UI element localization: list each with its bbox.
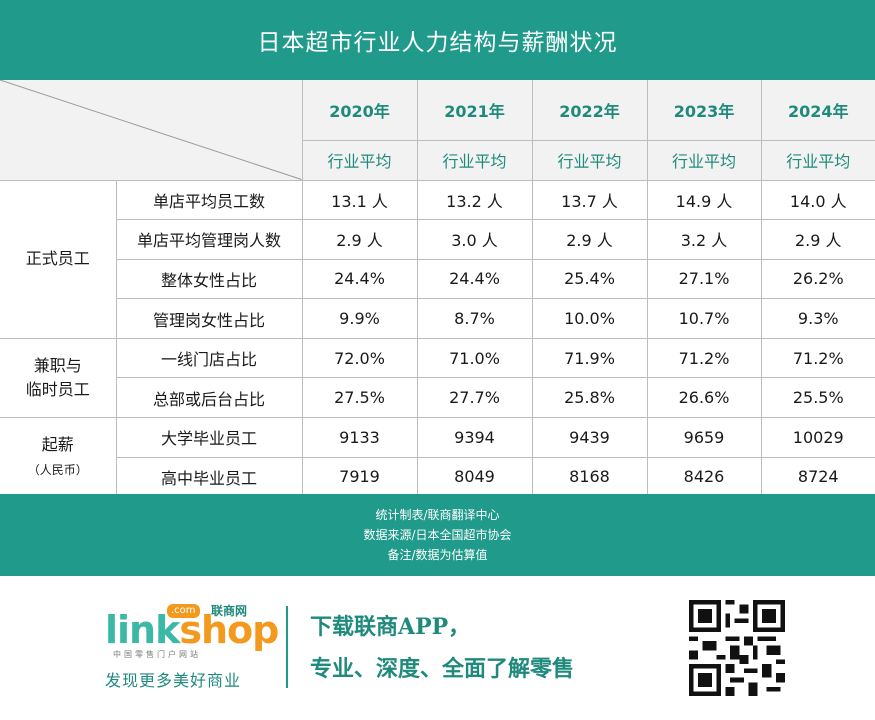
row-label: 整体女性占比: [116, 258, 303, 300]
cell: 3.0 人: [416, 219, 533, 260]
cell: 8.7%: [416, 298, 533, 339]
promo-download-line: 下载联商APP，: [310, 614, 471, 640]
year-header: 2024年: [760, 80, 875, 141]
row-label: 一线门店占比: [115, 337, 303, 379]
subheader: 行业平均: [302, 139, 418, 181]
cell: 14.0 人: [760, 179, 875, 221]
cell: 24.4%: [301, 258, 418, 300]
group-salary-unit: （人民币）: [27, 462, 88, 477]
cell: 13.2 人: [416, 179, 533, 221]
table-row: 高中毕业员工 7919 8049 8168 8426 8724: [0, 456, 875, 498]
corner-cell: [0, 80, 303, 181]
cell: 8168: [531, 456, 648, 498]
row-label: 总部或后台占比: [116, 377, 303, 419]
cell: 26.6%: [646, 377, 762, 419]
cell: 9659: [646, 417, 762, 458]
cell: 13.1 人: [301, 179, 418, 221]
cell: 71.2%: [760, 337, 875, 379]
group-parttime-line1: 兼职与: [33, 355, 82, 375]
notes-band: 统计制表/联商翻译中心 数据来源/日本全国超市协会 备注/数据为估算值: [0, 494, 875, 576]
cell: 71.9%: [531, 337, 648, 379]
note-compiler: 统计制表/联商翻译中心: [375, 508, 500, 522]
cell: 14.9 人: [646, 179, 762, 221]
logo-name: 联商网: [211, 604, 248, 618]
cell: 9394: [416, 417, 533, 458]
year-header: 2022年: [531, 80, 648, 141]
logo-com-badge: .com: [167, 604, 200, 618]
cell: 8049: [416, 456, 533, 498]
cell: 71.2%: [646, 337, 762, 379]
table-row: 总部或后台占比 27.5% 27.7% 25.8% 26.6% 25.5%: [0, 377, 875, 419]
logo-subtitle: 中国零售门户网站: [113, 650, 201, 659]
table-row: 整体女性占比 24.4% 24.4% 25.4% 27.1% 26.2%: [0, 258, 875, 300]
cell: 2.9 人: [301, 219, 418, 260]
cell: 2.9 人: [760, 219, 875, 260]
page-title: 日本超市行业人力结构与薪酬状况: [0, 0, 875, 80]
promo-tagline: 专业、深度、全面了解零售: [310, 656, 575, 682]
cell: 9133: [301, 417, 418, 458]
row-label: 管理岗女性占比: [116, 298, 303, 339]
cell: 72.0%: [301, 337, 418, 379]
year-header: 2021年: [416, 80, 533, 141]
subheader: 行业平均: [531, 139, 648, 181]
cell: 27.7%: [416, 377, 533, 419]
cell: 24.4%: [416, 258, 533, 300]
cell: 25.8%: [531, 377, 648, 419]
row-label: 高中毕业员工: [116, 456, 303, 498]
group-salary-label: 起薪: [41, 434, 74, 454]
table-row: 正式员工 单店平均员工数 13.1 人 13.2 人 13.7 人 14.9 人…: [0, 179, 875, 339]
cell: 7919: [301, 456, 418, 498]
subheader: 行业平均: [646, 139, 762, 181]
cell: 13.7 人: [531, 179, 648, 221]
group-regular: 正式员工: [0, 179, 117, 339]
cell: 27.1%: [646, 258, 762, 300]
table-row: 起薪 （人民币） 大学毕业员工 9133 9394 9439 9659 1002…: [0, 417, 875, 498]
cell: 8724: [760, 456, 875, 498]
cell: 9.3%: [760, 298, 875, 339]
diagonal-line: [0, 80, 302, 180]
cell: 27.5%: [301, 377, 418, 419]
cell: 9.9%: [301, 298, 418, 339]
group-parttime-line2: 临时员工: [25, 379, 90, 399]
qr-code-icon[interactable]: [689, 600, 785, 696]
cell: 2.9 人: [531, 219, 648, 260]
table-row: 单店平均管理岗人数 2.9 人 3.0 人 2.9 人 3.2 人 2.9 人: [0, 219, 875, 260]
row-label: 单店平均员工数: [115, 179, 303, 221]
row-label: 单店平均管理岗人数: [116, 219, 303, 260]
cell: 25.4%: [531, 258, 648, 300]
cell: 10029: [760, 417, 875, 458]
cell: 71.0%: [416, 337, 533, 379]
year-header: 2023年: [646, 80, 762, 141]
slogan: 发现更多美好商业: [105, 671, 242, 690]
cell: 25.5%: [760, 377, 875, 419]
cell: 8426: [646, 456, 762, 498]
group-parttime: 兼职与 临时员工: [0, 337, 117, 419]
year-header: 2020年: [301, 80, 418, 141]
note-source: 数据来源/日本全国超市协会: [363, 528, 512, 542]
subheader: 行业平均: [760, 139, 875, 181]
cell: 3.2 人: [646, 219, 762, 260]
table-row: 兼职与 临时员工 一线门店占比 72.0% 71.0% 71.9% 71.2% …: [0, 337, 875, 419]
data-table: 2020年 2021年 2022年 2023年 2024年 行业平均 行业平均 …: [0, 80, 875, 498]
group-salary: 起薪 （人民币）: [0, 417, 117, 498]
cell: 26.2%: [760, 258, 875, 300]
row-label: 大学毕业员工: [115, 417, 303, 458]
linkshop-logo[interactable]: linkshop .com 联商网 中国零售门户网站: [105, 602, 279, 662]
cell: 9439: [531, 417, 648, 458]
table-row: 管理岗女性占比 9.9% 8.7% 10.0% 10.7% 9.3%: [0, 298, 875, 339]
cell: 10.0%: [531, 298, 648, 339]
cell: 10.7%: [646, 298, 762, 339]
subheader: 行业平均: [416, 139, 533, 181]
promo-divider: [286, 606, 288, 688]
note-remark: 备注/数据为估算值: [387, 548, 488, 562]
